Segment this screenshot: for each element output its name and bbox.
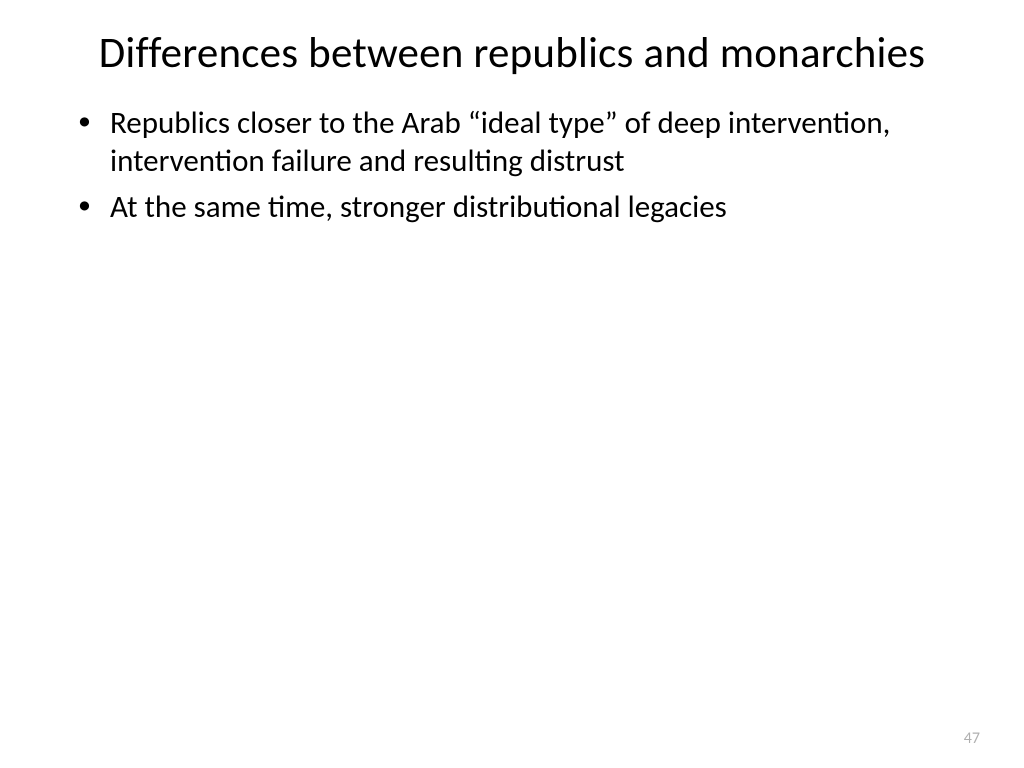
- bullet-item: At the same time, stronger distributiona…: [102, 189, 964, 227]
- bullet-list: Republics closer to the Arab “ideal type…: [60, 105, 964, 226]
- slide-container: Differences between republics and monarc…: [0, 0, 1024, 768]
- bullet-item: Republics closer to the Arab “ideal type…: [102, 105, 964, 181]
- page-number: 47: [964, 729, 980, 748]
- slide-title: Differences between republics and monarc…: [60, 28, 964, 77]
